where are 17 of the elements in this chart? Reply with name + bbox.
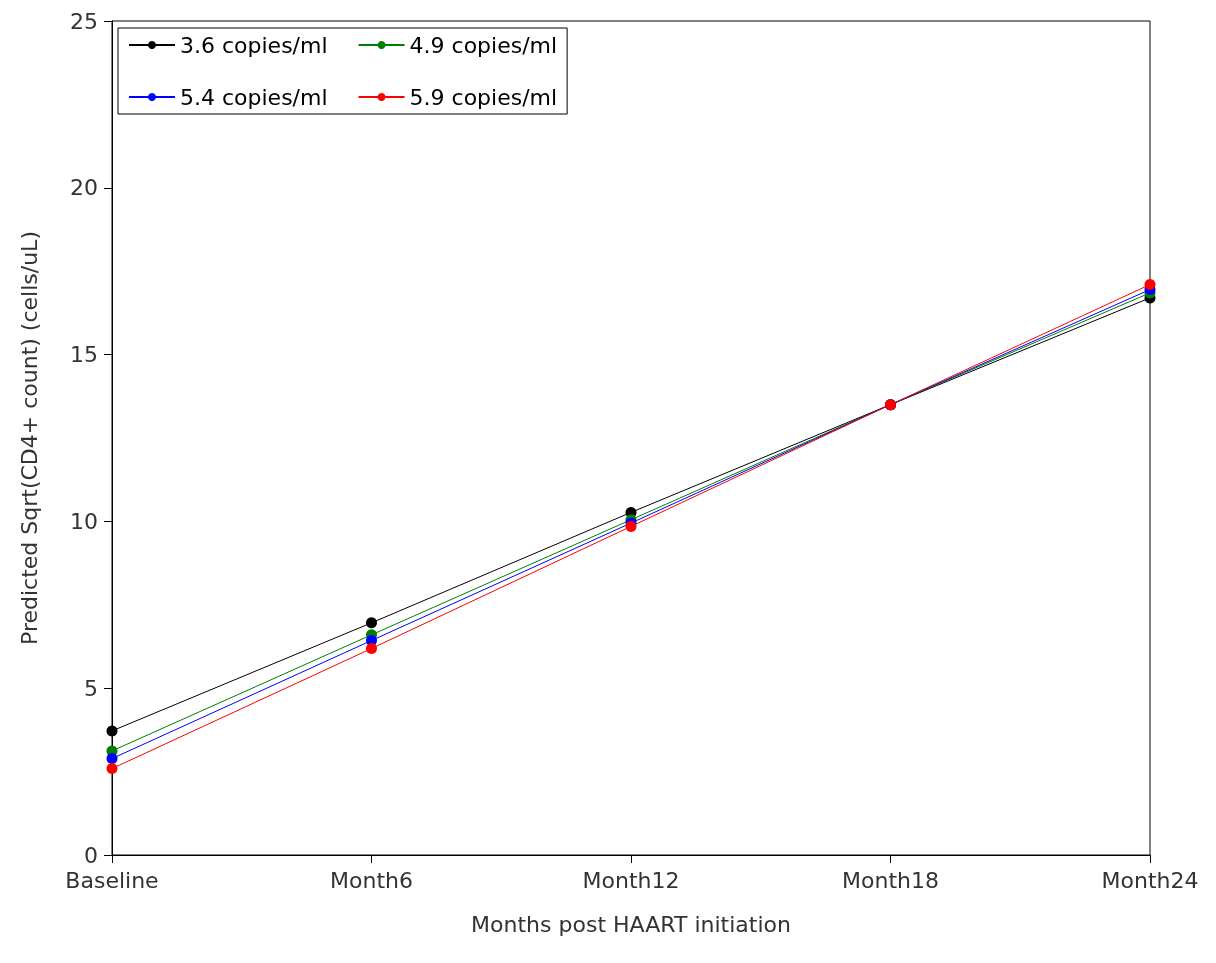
x-tick-label: Baseline [65, 867, 159, 893]
x-tick-label: Month24 [1101, 867, 1199, 893]
x-axis-title: Months post HAART initiation [471, 911, 791, 937]
legend-label: 5.4 copies/ml [180, 84, 328, 110]
legend-label: 4.9 copies/ml [409, 32, 558, 58]
x-tick-label: Month6 [330, 867, 413, 893]
y-axis-title: Predicted Sqrt(CD4+ count) (cells/uL) [16, 231, 42, 645]
y-tick-label: 20 [70, 175, 98, 201]
y-tick-label: 0 [84, 842, 98, 868]
y-tick-label: 15 [70, 342, 98, 368]
legend-label: 5.9 copies/ml [409, 84, 558, 110]
x-tick-label: Month12 [582, 867, 680, 893]
x-tick-label: Month18 [842, 867, 939, 893]
y-tick-label: 5 [84, 675, 98, 701]
legend-label: 3.6 copies/ml [180, 32, 328, 58]
y-tick-label: 25 [70, 8, 98, 34]
y-tick-label: 10 [70, 508, 98, 534]
